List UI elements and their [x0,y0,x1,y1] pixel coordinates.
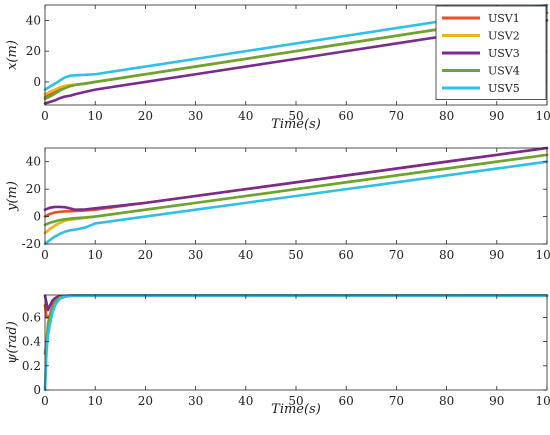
x-tick-label: 10 [88,248,103,262]
x-tick-label: 100 [536,109,550,123]
x-tick-label: 30 [188,394,203,408]
legend-label-usv4: USV4 [488,65,520,78]
series-line-usv5 [43,294,549,392]
legend-label-usv1: USV1 [488,12,520,25]
series-line-usv4 [43,153,549,227]
x-tick-label: 20 [138,394,153,408]
x-tick-label: 10 [88,394,103,408]
y-tick-label: 40 [26,13,41,27]
legend-label-usv3: USV3 [488,47,520,60]
x-axis-label: Time(s) [271,402,321,417]
y-tick-label: 0 [33,75,41,89]
legend: USV1 USV2 USV3 USV4 USV5 [435,5,547,100]
x-tick-label: 50 [288,394,303,408]
x-axis-label: Time(s) [271,117,321,132]
series-line-usv3 [43,146,549,212]
legend-label-usv5: USV5 [488,82,520,95]
x-tick-label: 70 [389,248,404,262]
x-tick-label: 50 [288,109,303,123]
y-axis-label: ψ(rad) [5,321,20,364]
x-tick-label: 60 [339,109,354,123]
x-tick-label: 70 [389,109,404,123]
y-tick-label: 0.2 [22,359,41,373]
x-tick-label: 40 [238,394,253,408]
x-tick-label: 40 [238,109,253,123]
series-line-usv3 [43,19,549,105]
x-tick-label: 80 [439,109,454,123]
series-line-usv5 [43,160,549,246]
subplot-3: 0 10 20 30 40 50 60 70 80 90 100 0 0.2 0.4 0.6ψ(rad) Ti… [5,294,550,417]
legend-label-usv2: USV2 [488,30,520,43]
x-tick-label: 70 [389,394,404,408]
y-tick-label: 0 [33,210,41,224]
x-tick-label: 80 [439,394,454,408]
x-tick-label: 30 [188,248,203,262]
subplot-1: 0 10 20 30 40 50 60 70 80 90 100 0 20 40 x(m) Time(s) US… [5,3,550,132]
y-tick-label: 40 [26,155,41,169]
x-tick-label: 80 [439,248,454,262]
x-tick-label: 90 [489,248,504,262]
y-tick-label: 0 [33,383,41,397]
y-tick-label: 0.4 [22,335,41,349]
series-line-usv5 [43,3,549,91]
x-tick-label: 60 [339,394,354,408]
y-axis-label: x(m) [5,40,20,70]
x-tick-label: 100 [536,394,550,408]
y-tick-label: 0.6 [22,310,41,324]
x-tick-label: 0 [41,394,49,408]
y-tick-label: -20 [22,237,41,251]
y-axis-label: y(m) [5,181,20,212]
x-tick-label: 20 [138,248,153,262]
x-tick-label: 60 [339,248,354,262]
x-tick-label: 0 [41,248,49,262]
series-line-usv4 [43,294,549,355]
x-tick-label: 10 [88,109,103,123]
x-tick-label: 90 [489,394,504,408]
y-tick-label: 20 [26,182,41,196]
y-tick-label: 20 [26,44,41,58]
x-tick-label: 0 [41,109,49,123]
x-tick-label: 50 [288,248,303,262]
axes-frame [44,294,548,391]
x-tick-label: 30 [188,109,203,123]
series-line-usv2 [43,294,549,392]
x-tick-label: 100 [536,248,550,262]
x-tick-label: 40 [238,248,253,262]
x-tick-label: 20 [138,109,153,123]
series-line-usv4 [43,11,549,101]
x-tick-label: 90 [489,109,504,123]
